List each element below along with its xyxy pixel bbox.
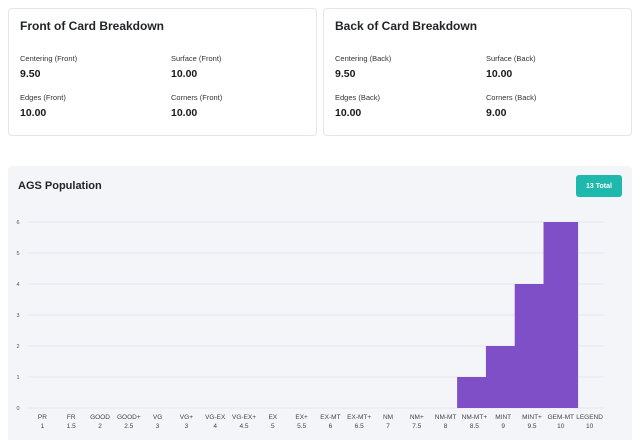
population-chart: 0 1 2 3 4 5 6 PR 1 FR 1.5 GOOD 2 GOOD+ 2.5 VG 3 VG+ 3 VG-EX…: [16, 220, 604, 430]
x-tick-grade: 7.5: [412, 423, 421, 430]
metric-label: Centering (Front): [20, 54, 78, 63]
x-tick-label: GEM-MT: [548, 414, 574, 421]
back-card-breakdown: Back of Card Breakdown Centering (Back) …: [323, 8, 632, 136]
front-centering-metric: Centering (Front) 9.50: [20, 54, 160, 80]
metric-value: 9.00: [486, 107, 507, 119]
front-card-breakdown: Front of Card Breakdown Centering (Front…: [8, 8, 317, 136]
metric-value: 10.00: [20, 107, 47, 119]
front-card-title: Front of Card Breakdown: [20, 19, 165, 33]
back-corners-metric: Corners (Back) 9.00: [486, 93, 626, 119]
x-tick-label: GOOD: [90, 414, 110, 421]
x-tick-grade: 8.5: [470, 423, 479, 430]
x-tick-grade: 6.5: [355, 423, 364, 430]
x-tick-label: VG-EX: [205, 414, 226, 421]
x-tick-grade: 2: [98, 423, 102, 430]
x-tick-label: EX-MT: [320, 414, 340, 421]
x-tick-grade: 10: [557, 423, 565, 430]
x-tick-label: GOOD+: [117, 414, 141, 421]
back-card-title: Back of Card Breakdown: [335, 19, 478, 33]
metric-value: 9.50: [20, 68, 41, 80]
x-tick-label: VG+: [180, 414, 193, 421]
x-tick-grade: 2.5: [124, 423, 133, 430]
x-tick-label: MINT+: [522, 414, 542, 421]
y-tick-label: 4: [16, 282, 19, 288]
y-tick-label: 6: [16, 220, 19, 226]
y-tick-label: 2: [16, 344, 19, 350]
x-tick-grade: 7: [386, 423, 390, 430]
front-edges-metric: Edges (Front) 10.00: [20, 93, 160, 119]
back-edges-metric: Edges (Back) 10.00: [335, 93, 475, 119]
x-tick-label: EX+: [295, 414, 308, 421]
x-tick-grade: 9: [501, 423, 505, 430]
x-tick-label: NM-MT: [435, 414, 457, 421]
back-centering-metric: Centering (Back) 9.50: [335, 54, 475, 80]
x-tick-label: EX-MT+: [347, 414, 371, 421]
x-tick-label: MINT: [495, 414, 511, 421]
total-badge[interactable]: 13 Total: [576, 175, 622, 197]
metric-label: Centering (Back): [335, 54, 392, 63]
ags-population-panel: 0 1 2 3 4 5 6 PR 1 FR 1.5 GOOD 2 GOOD+ 2.5 VG 3 VG+ 3 VG-EX…: [8, 166, 632, 440]
x-tick-grade: 6: [329, 423, 333, 430]
back-surface-metric: Surface (Back) 10.00: [486, 54, 626, 80]
x-tick-label: NM+: [410, 414, 424, 421]
x-tick-grade: 9.5: [527, 423, 536, 430]
bar-gem-mt: [543, 222, 579, 408]
metric-value: 10.00: [335, 107, 362, 119]
y-tick-label: 1: [16, 375, 19, 381]
x-tick-label: PR: [38, 414, 47, 421]
x-tick-label: EX: [268, 414, 277, 421]
x-tick-grade: 5: [271, 423, 275, 430]
y-tick-label: 5: [16, 251, 19, 257]
x-tick-grade: 1: [41, 423, 45, 430]
x-tick-grade: 4.5: [239, 423, 248, 430]
bar-nm-mt+: [457, 377, 492, 408]
x-tick-label: NM: [383, 414, 393, 421]
metric-label: Corners (Back): [486, 93, 537, 102]
metric-label: Corners (Front): [171, 93, 223, 102]
x-tick-label: VG-EX+: [232, 414, 256, 421]
x-tick-label: FR: [67, 414, 76, 421]
front-corners-metric: Corners (Front) 10.00: [171, 93, 311, 119]
y-tick-label: 3: [16, 313, 19, 319]
x-tick-grade: 3: [156, 423, 160, 430]
y-tick-label: 0: [16, 406, 19, 412]
x-tick-label: NM-MT+: [462, 414, 488, 421]
x-tick-grade: 1.5: [67, 423, 76, 430]
metric-value: 10.00: [171, 68, 198, 80]
metric-label: Surface (Back): [486, 54, 536, 63]
metric-value: 10.00: [171, 107, 198, 119]
metric-label: Edges (Back): [335, 93, 381, 102]
x-tick-label: LEGEND: [576, 414, 603, 421]
x-tick-grade: 10: [586, 423, 594, 430]
front-surface-metric: Surface (Front) 10.00: [171, 54, 311, 80]
metric-value: 9.50: [335, 68, 356, 80]
x-tick-grade: 5.5: [297, 423, 306, 430]
x-tick-grade: 3: [185, 423, 189, 430]
x-tick-grade: 4: [213, 423, 217, 430]
metric-label: Surface (Front): [171, 54, 222, 63]
metric-value: 10.00: [486, 68, 513, 80]
population-title: AGS Population: [18, 180, 102, 192]
metric-label: Edges (Front): [20, 93, 66, 102]
x-tick-label: VG: [153, 414, 162, 421]
x-tick-grade: 8: [444, 423, 448, 430]
